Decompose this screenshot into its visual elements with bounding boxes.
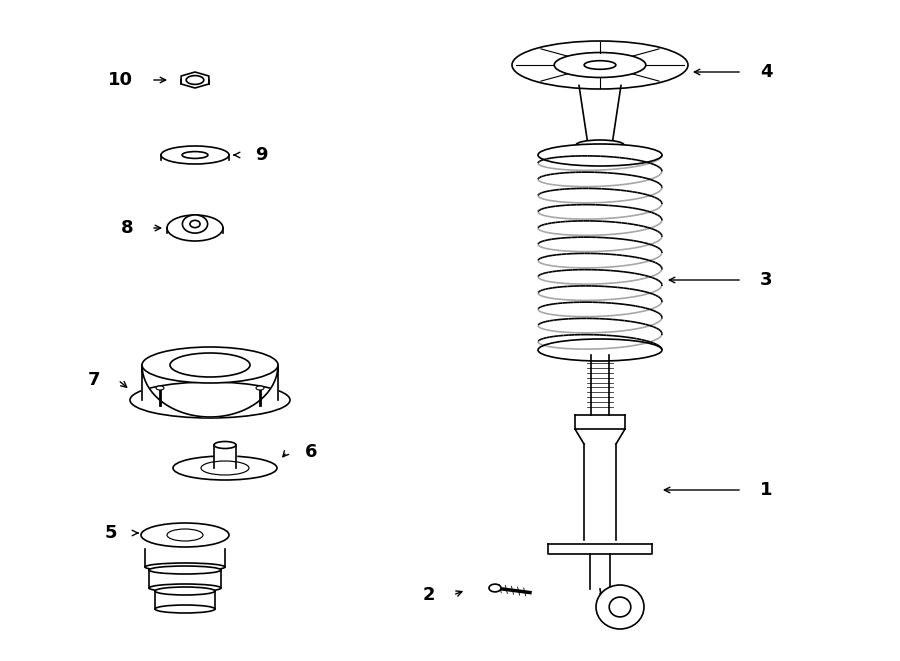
Ellipse shape <box>130 382 290 418</box>
Ellipse shape <box>596 585 644 629</box>
Ellipse shape <box>141 523 229 547</box>
Polygon shape <box>590 554 610 589</box>
Polygon shape <box>575 429 625 444</box>
Ellipse shape <box>554 52 646 77</box>
Ellipse shape <box>149 566 221 574</box>
Ellipse shape <box>576 140 624 150</box>
Text: 10: 10 <box>108 71 133 89</box>
Text: 8: 8 <box>121 219 133 237</box>
Ellipse shape <box>156 386 164 390</box>
Text: 9: 9 <box>255 146 267 164</box>
Ellipse shape <box>256 386 264 390</box>
Ellipse shape <box>155 605 215 613</box>
Polygon shape <box>584 444 616 540</box>
Ellipse shape <box>161 146 229 164</box>
Ellipse shape <box>183 215 208 233</box>
Polygon shape <box>142 365 278 417</box>
Ellipse shape <box>489 584 501 592</box>
Polygon shape <box>579 85 621 145</box>
Text: 3: 3 <box>760 271 772 289</box>
Ellipse shape <box>149 584 221 592</box>
Text: 5: 5 <box>104 524 117 542</box>
Ellipse shape <box>538 144 662 166</box>
Polygon shape <box>575 415 625 429</box>
Ellipse shape <box>155 587 215 595</box>
Text: 2: 2 <box>422 586 435 604</box>
Polygon shape <box>181 72 209 88</box>
Ellipse shape <box>167 215 223 241</box>
Text: 4: 4 <box>760 63 772 81</box>
Ellipse shape <box>173 456 277 480</box>
Polygon shape <box>548 544 652 554</box>
Polygon shape <box>214 445 236 468</box>
Ellipse shape <box>145 563 225 571</box>
Ellipse shape <box>142 347 278 383</box>
Ellipse shape <box>182 151 208 159</box>
Text: 1: 1 <box>760 481 772 499</box>
Ellipse shape <box>538 339 662 361</box>
Text: 7: 7 <box>87 371 100 389</box>
Text: 6: 6 <box>305 443 318 461</box>
Ellipse shape <box>214 442 236 449</box>
Ellipse shape <box>512 41 688 89</box>
Polygon shape <box>591 355 609 415</box>
